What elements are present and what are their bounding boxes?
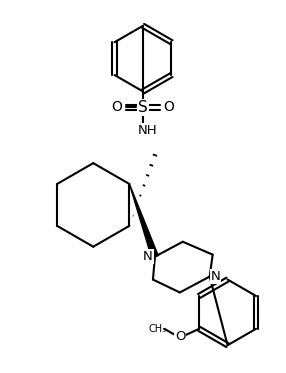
Text: N: N: [211, 270, 221, 283]
Text: O: O: [175, 330, 186, 343]
Text: CH₃: CH₃: [148, 324, 166, 334]
Text: O: O: [112, 100, 123, 115]
Text: N: N: [143, 250, 153, 263]
Text: O: O: [163, 100, 174, 115]
Text: S: S: [138, 100, 148, 115]
Text: NH: NH: [138, 124, 158, 137]
Polygon shape: [130, 184, 158, 258]
